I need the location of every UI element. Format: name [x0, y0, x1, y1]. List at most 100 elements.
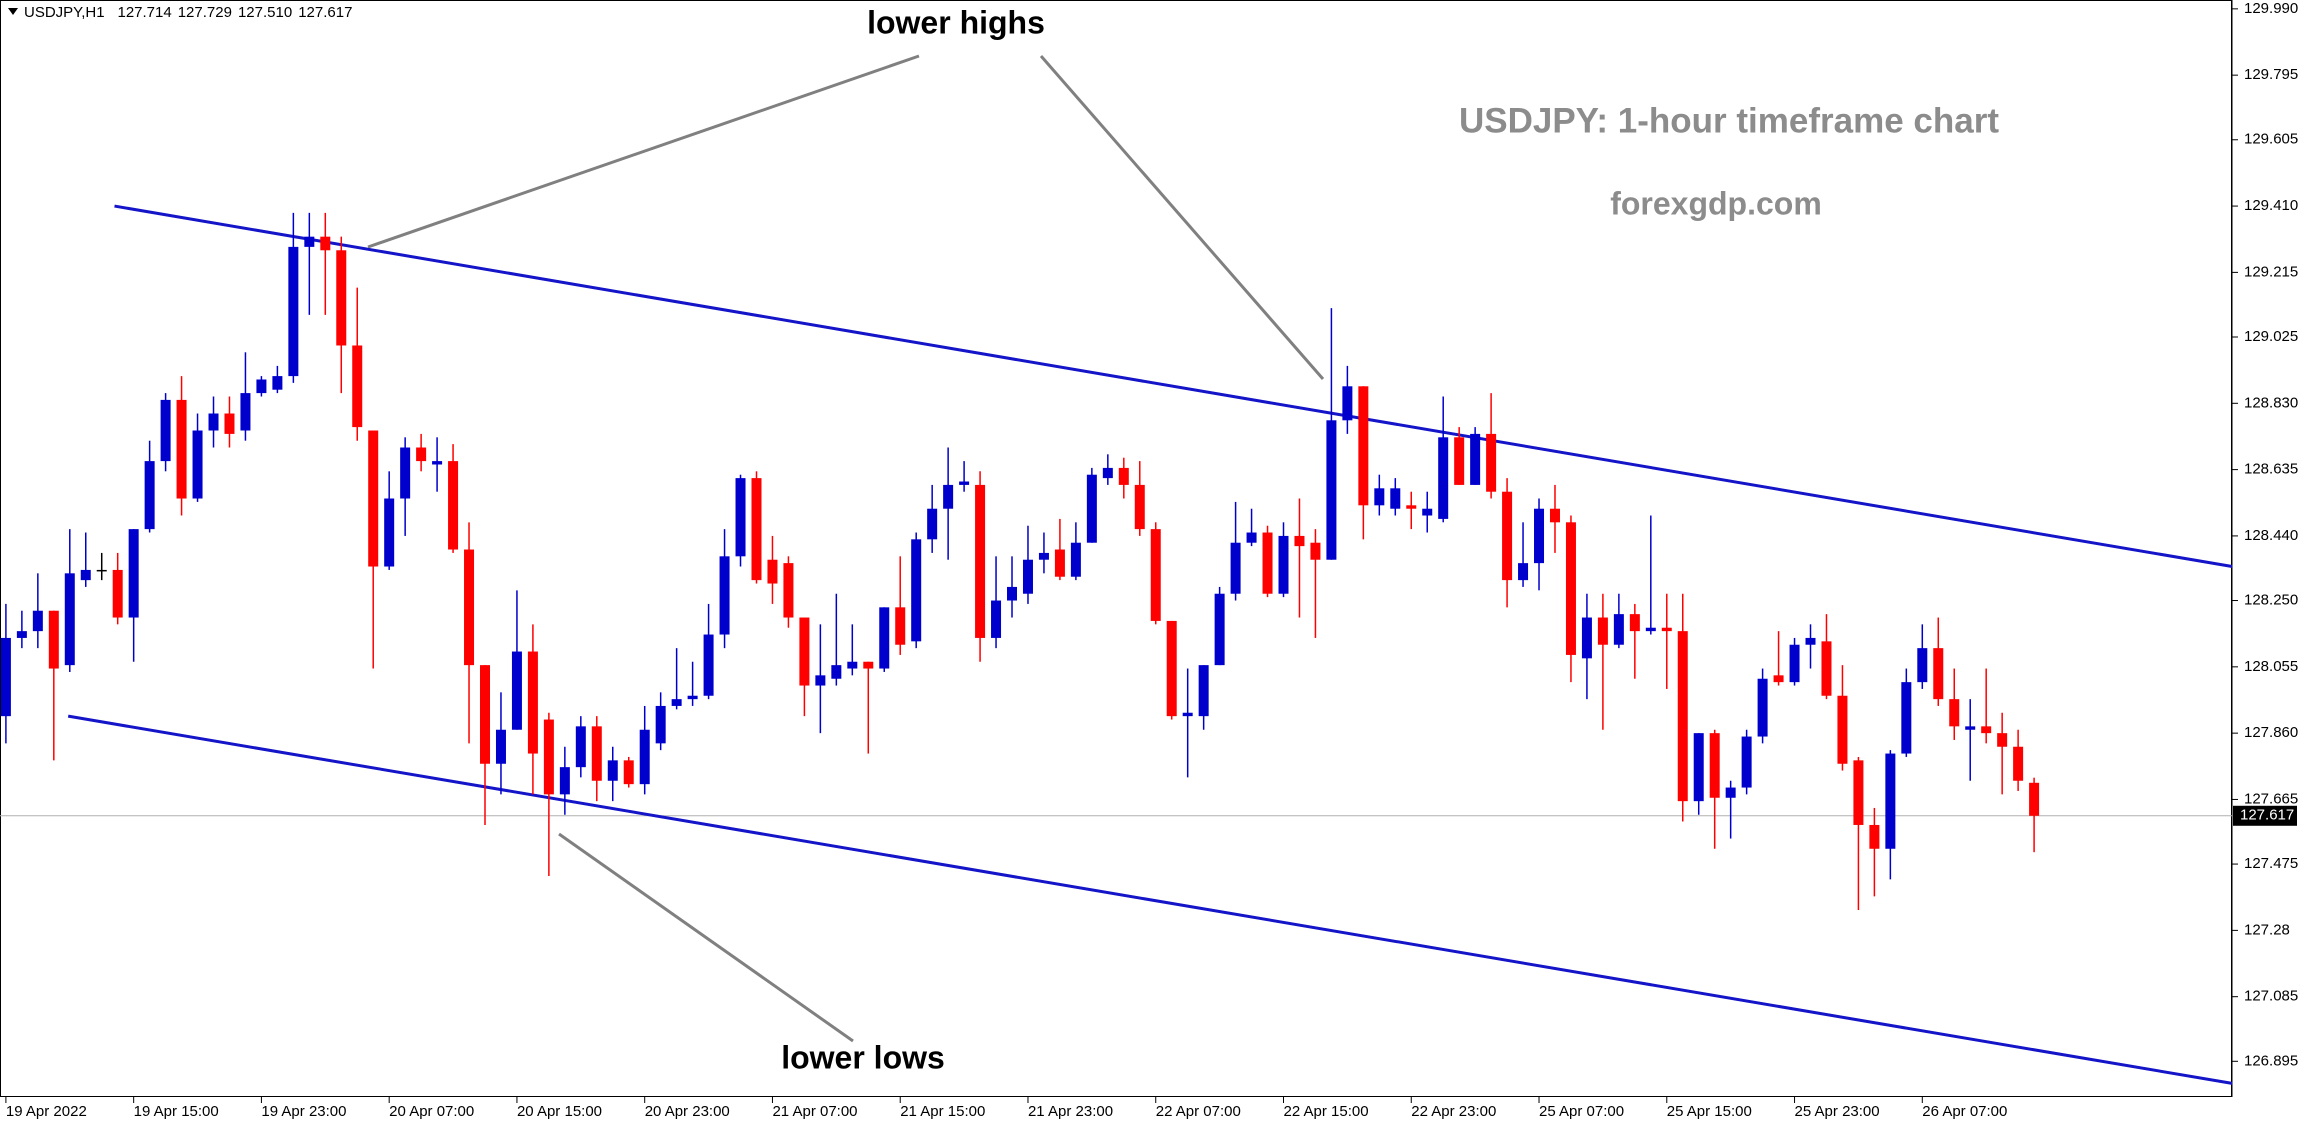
candle-body [1565, 522, 1576, 655]
candle-body [1645, 627, 1656, 632]
candle-body [639, 729, 650, 785]
y-tick-label: 126.895 [2244, 1052, 2298, 1069]
candle-body [1534, 508, 1545, 564]
candle-body [1246, 532, 1257, 543]
candle-body [2029, 782, 2040, 816]
x-tick-label: 26 Apr 07:00 [1922, 1103, 2007, 1120]
candle-body [1949, 699, 1960, 727]
candle-body [80, 569, 91, 581]
candle-body [336, 250, 347, 346]
candle-body [1597, 617, 1608, 645]
x-tick-label: 19 Apr 15:00 [134, 1103, 219, 1120]
x-tick-label: 22 Apr 23:00 [1411, 1103, 1496, 1120]
pointer-line [558, 832, 854, 1043]
pointer-line [367, 54, 920, 249]
candle-body [767, 559, 778, 584]
candle-body [48, 610, 59, 669]
candle-body [384, 498, 395, 567]
current-price-label: 127.617 [2240, 807, 2294, 824]
candle-body [671, 699, 682, 706]
candle-body [1022, 559, 1033, 594]
candle-body [464, 549, 475, 666]
x-tick-label: 21 Apr 23:00 [1028, 1103, 1113, 1120]
candle-body [495, 729, 506, 764]
y-tick-label: 128.250 [2244, 591, 2298, 608]
candle-body [1885, 753, 1896, 849]
candle-body [527, 651, 538, 754]
candle-body [1086, 474, 1097, 543]
candle-body [1214, 593, 1225, 666]
x-tick-label: 19 Apr 2022 [6, 1103, 87, 1120]
candle-body [1326, 420, 1337, 560]
y-tick-label: 127.860 [2244, 724, 2298, 741]
x-tick-label: 20 Apr 15:00 [517, 1103, 602, 1120]
x-tick-label: 21 Apr 15:00 [900, 1103, 985, 1120]
candle-body [1262, 532, 1273, 594]
candle-body [1502, 491, 1513, 581]
candle-body [432, 461, 443, 465]
candle-body [815, 675, 826, 686]
candle-body [1629, 614, 1640, 632]
candle-body [1725, 787, 1736, 798]
candle-body [272, 376, 283, 390]
candle-body [1230, 542, 1241, 594]
candle-body [1709, 733, 1720, 798]
candle-body [1342, 386, 1353, 421]
candle-body [927, 508, 938, 540]
x-tick-label: 21 Apr 07:00 [772, 1103, 857, 1120]
candle-body [607, 760, 618, 781]
candle-body [112, 569, 123, 618]
candle-body [959, 481, 970, 485]
candle-body [1182, 712, 1193, 717]
candle-body [1070, 542, 1081, 577]
y-tick-label: 127.085 [2244, 988, 2298, 1005]
candle-body [208, 413, 219, 431]
y-tick-label: 127.28 [2244, 921, 2290, 938]
x-tick-label: 20 Apr 07:00 [389, 1103, 474, 1120]
x-tick-label: 22 Apr 07:00 [1156, 1103, 1241, 1120]
candle-body [160, 399, 171, 462]
candle-body [0, 637, 11, 717]
candle-body [224, 413, 235, 434]
x-tick-label: 22 Apr 15:00 [1284, 1103, 1369, 1120]
trendline [67, 714, 2233, 1085]
watermark-source: forexgdp.com [1610, 185, 1822, 221]
candle-body [895, 607, 906, 645]
candle-body [192, 430, 203, 499]
x-tick-label: 25 Apr 23:00 [1795, 1103, 1880, 1120]
y-tick-label: 129.215 [2244, 263, 2298, 280]
candle-body [863, 661, 874, 669]
candle-body [687, 695, 698, 700]
candle-body [911, 539, 922, 642]
candle-body [320, 236, 331, 251]
candle-body [256, 379, 267, 394]
candle-body [1358, 386, 1369, 506]
candle-body [1693, 733, 1704, 802]
header-open: 127.714 [117, 4, 171, 21]
candle-body [655, 705, 666, 744]
candle-body [543, 719, 554, 795]
candle-body [1805, 637, 1816, 645]
candle-body [400, 447, 411, 499]
candle-body [559, 767, 570, 795]
candle-body [1390, 488, 1401, 509]
pointers [367, 54, 1325, 1043]
candle-body [1917, 648, 1928, 683]
candle-body [1997, 733, 2008, 747]
y-tick-label: 129.605 [2244, 131, 2298, 148]
pointer-line [1039, 55, 1325, 380]
current-price-box [2233, 805, 2297, 826]
candle-body [32, 610, 43, 632]
candle-body [751, 478, 762, 581]
candle-body [1294, 535, 1305, 547]
candle-body [943, 484, 954, 509]
candle-body [448, 461, 459, 550]
candle-body [1470, 433, 1481, 485]
y-tick-label: 127.475 [2244, 855, 2298, 872]
candle-body [783, 563, 794, 618]
y-tick-label: 127.665 [2244, 790, 2298, 807]
candle-body [991, 600, 1002, 638]
symbol: USDJPY,H1 [24, 4, 104, 21]
y-tick-label: 129.990 [2244, 0, 2298, 17]
